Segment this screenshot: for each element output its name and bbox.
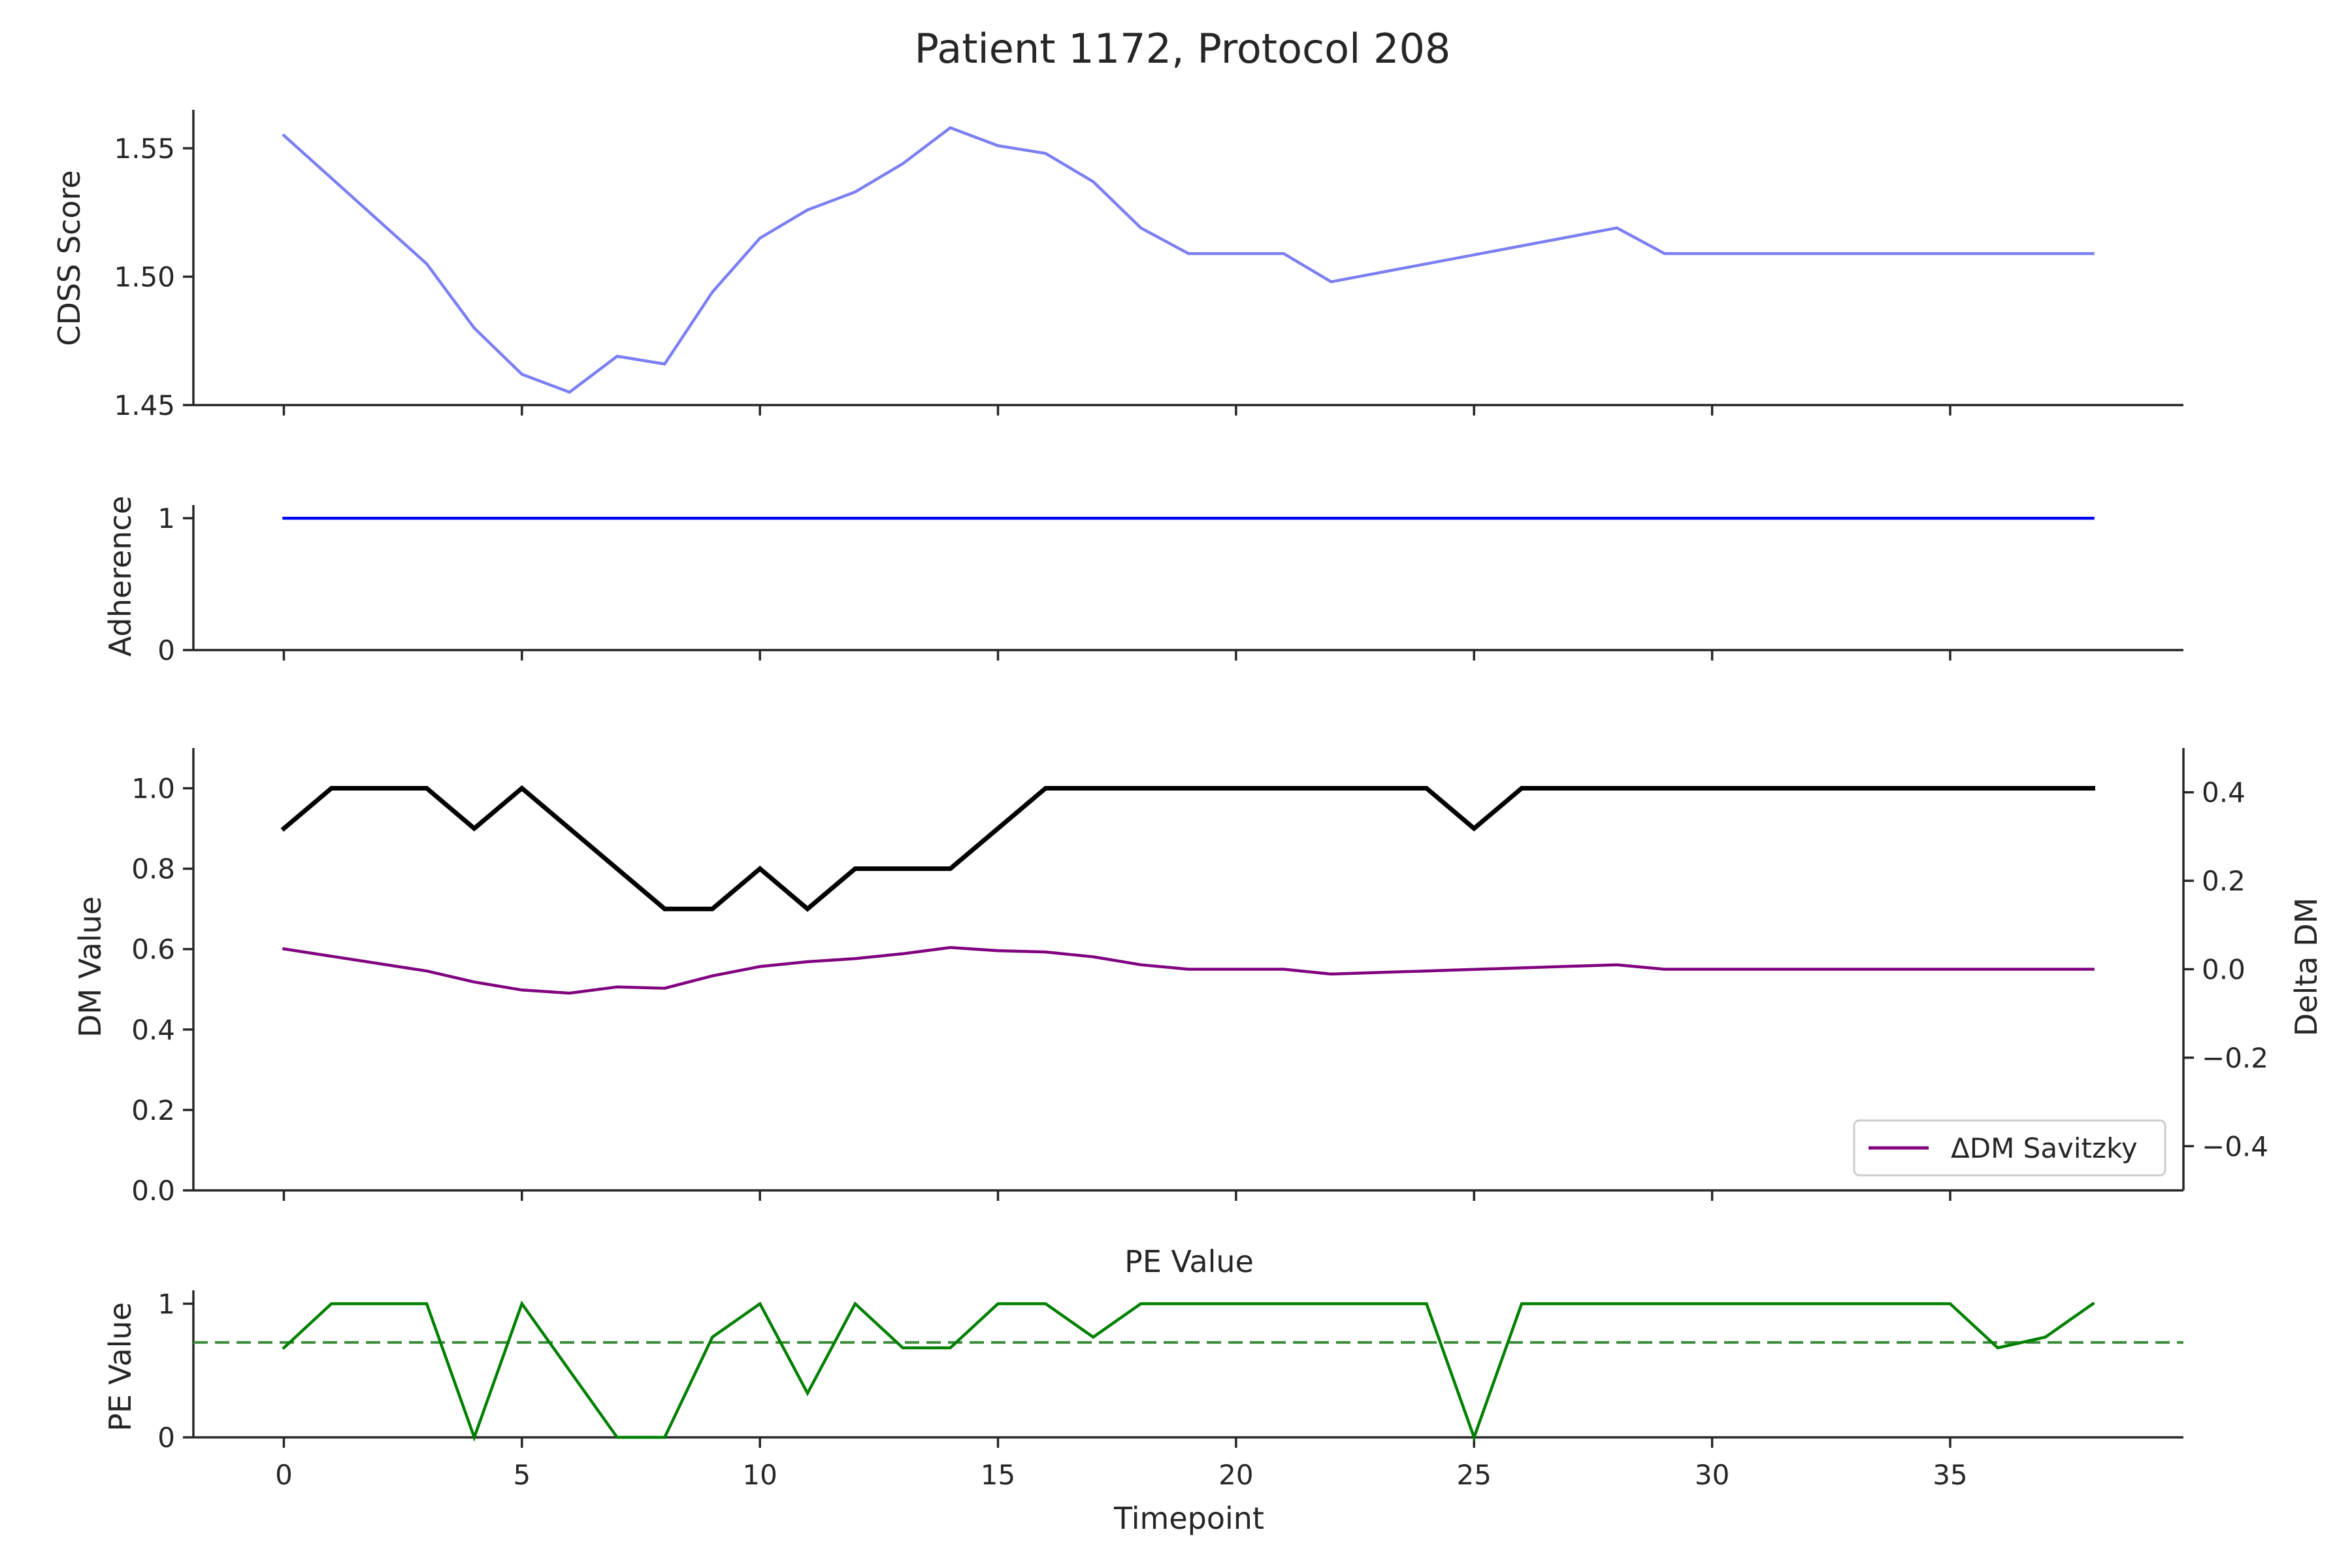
x-axis-label-timepoint: Timepoint <box>1113 1501 1264 1536</box>
x-tick-label: 30 <box>1695 1459 1729 1491</box>
y-tick-label-pe: 0 <box>157 1422 175 1454</box>
y-axis-label-adherence: Adherence <box>103 496 138 657</box>
y-tick-label-dm: 0.0 <box>131 1175 175 1207</box>
panel-pe-value: PE Value PE Value Timepoint 010 5 10 15 20 25… <box>103 1244 2183 1536</box>
y-tick-label-dm: 0.6 <box>131 934 175 966</box>
y-tick-label-cdss: 1.50 <box>114 261 175 293</box>
x-tick-label: 20 <box>1218 1459 1253 1491</box>
y-tick-label-dm: 1.0 <box>131 773 175 805</box>
y2-tick-label-dm: −0.2 <box>2202 1042 2268 1074</box>
y-tick-label-adherence: 1 <box>157 502 175 534</box>
legend: ΔDM Savitzky <box>1853 1119 2166 1177</box>
x-tick-label: 25 <box>1456 1459 1491 1491</box>
series-line-dm-1 <box>282 946 2095 995</box>
y-axis-label-cdss: CDSS Score <box>52 170 87 346</box>
y-axis-label-pe: PE Value <box>103 1302 138 1431</box>
y-tick-label-dm: 0.8 <box>131 853 175 885</box>
y-tick-label-pe: 1 <box>157 1288 175 1320</box>
y-tick-label-dm: 0.2 <box>131 1094 175 1126</box>
y2-tick-label-dm: 0.2 <box>2202 865 2246 897</box>
y2-tick-label-dm: −0.4 <box>2202 1130 2268 1162</box>
y-tick-label-dm: 0.4 <box>131 1014 175 1046</box>
x-tick-label: 5 <box>513 1459 531 1491</box>
legend-box <box>1853 1119 2166 1177</box>
y-tick-label-adherence: 0 <box>157 634 175 666</box>
y-axis-label-dm: DM Value <box>73 896 108 1037</box>
y2-axis-label-delta-dm: Delta DM <box>2289 898 2324 1036</box>
x-tick-label: 10 <box>742 1459 777 1491</box>
series-line-pe-0 <box>282 1300 2095 1442</box>
figure-title: Patient 1172, Protocol 208 <box>915 25 1451 73</box>
x-tick-label: 35 <box>1933 1459 1967 1491</box>
y-tick-label-cdss: 1.45 <box>114 389 175 421</box>
y2-tick-label-dm: 0.4 <box>2202 777 2246 809</box>
panel-title-pe-value: PE Value <box>1124 1244 1254 1279</box>
y-tick-label-cdss: 1.55 <box>114 133 175 165</box>
x-tick-label: 0 <box>275 1459 293 1491</box>
y2-tick-label-dm: 0.0 <box>2202 954 2246 986</box>
series-line-cdss-0 <box>282 125 2095 394</box>
legend-label-delta-dm: ΔDM Savitzky <box>1951 1132 2138 1164</box>
x-tick-label: 15 <box>981 1459 1015 1491</box>
panel-adherence: Adherence 0 1 <box>103 496 2183 666</box>
series-line-dm-0 <box>280 785 2095 912</box>
panel-cdss-score: CDSS Score 1.45 1.50 1.55 <box>52 110 2183 421</box>
panel-dm-value: DM Value Delta DM ΔDM Savitzky 0.0 0.2 0.4… <box>73 748 2324 1207</box>
